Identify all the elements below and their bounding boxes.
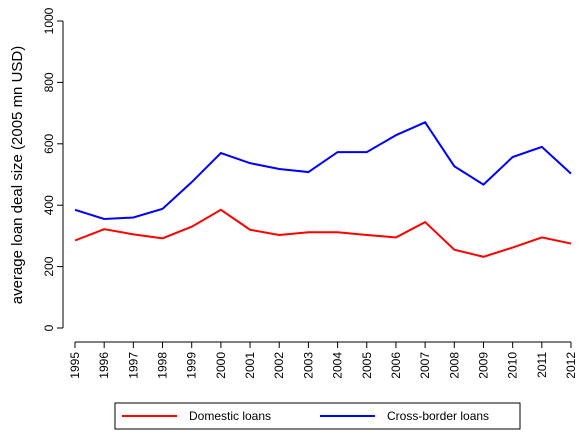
y-tick-label: 1000: [42, 7, 56, 34]
legend-label: Cross-border loans: [387, 409, 489, 423]
x-tick-label: 2005: [360, 352, 374, 379]
x-tick-label: 2011: [535, 352, 549, 378]
x-tick-label: 1995: [68, 352, 82, 379]
x-tick-label: 1999: [185, 352, 199, 379]
y-tick-label: 600: [42, 133, 56, 153]
x-tick-label: 2003: [301, 352, 315, 379]
x-tick-label: 2002: [272, 352, 286, 379]
series-line: [74, 121, 572, 221]
y-axis-label: average loan deal size (2005 mn USD): [9, 46, 26, 304]
x-tick-label: 2006: [389, 352, 403, 379]
x-tick-label: 2004: [331, 352, 345, 379]
x-tick-label: 2007: [418, 352, 432, 379]
x-tick-label: 1996: [97, 352, 111, 379]
series-line: [74, 208, 572, 258]
legend: [114, 402, 521, 430]
x-tick-label: 2010: [506, 352, 520, 379]
y-tick-label: 800: [42, 72, 56, 92]
x-tick-label: 2009: [476, 352, 490, 379]
y-tick-label: 0: [42, 324, 56, 331]
x-tick-label: 1998: [156, 352, 170, 379]
x-tick-label: 2000: [214, 352, 228, 379]
x-tick-label: 2012: [564, 352, 578, 379]
y-tick-label: 200: [42, 256, 56, 276]
x-tick-label: 1997: [126, 352, 140, 379]
x-tick-label: 2001: [243, 352, 257, 379]
x-tick-label: 2008: [447, 352, 461, 379]
legend-label: Domestic loans: [189, 409, 271, 423]
y-tick-label: 400: [42, 195, 56, 215]
